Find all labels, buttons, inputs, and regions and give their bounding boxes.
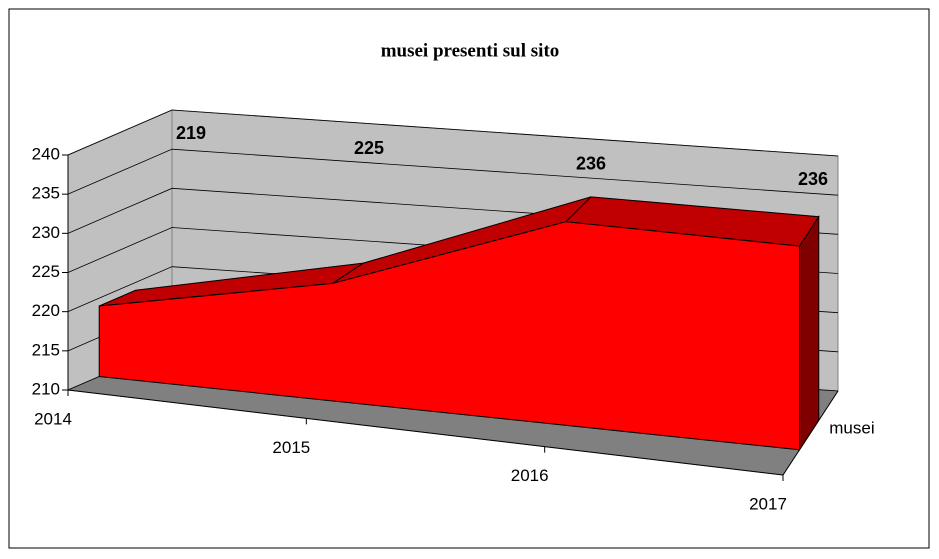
x-tick-label: 2014 [34,409,72,428]
area-end [799,215,820,452]
y-tick-label: 230 [32,223,60,242]
x-axis [67,389,784,476]
x-tick-label: 2015 [272,438,310,457]
chart-title: musei presenti sul sito [381,40,560,61]
y-tick-label: 235 [32,184,60,203]
y-tick-label: 225 [32,262,60,281]
data-label: 236 [576,153,606,173]
y-tick-label: 240 [32,144,60,163]
data-label: 225 [354,138,384,158]
data-label: 236 [798,169,828,189]
series-label: musei [829,418,874,437]
data-label: 219 [176,123,206,143]
y-tick-label: 220 [32,301,60,320]
y-tick-label: 210 [32,379,60,398]
grid-line [67,109,839,157]
x-tick-label: 2016 [511,466,549,485]
grid-line [67,148,839,196]
y-tick-label: 215 [32,340,60,359]
x-tick-label: 2017 [749,494,787,513]
area [98,221,800,451]
